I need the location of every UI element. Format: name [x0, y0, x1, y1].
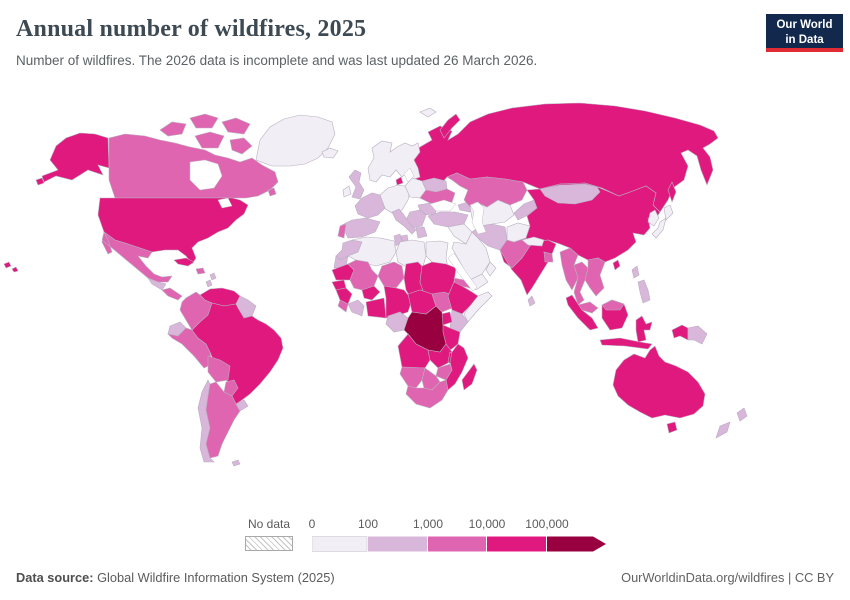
hudson-bay — [189, 159, 223, 191]
country-bangladesh[interactable] — [543, 251, 554, 263]
red-sea — [447, 252, 478, 292]
country-kazakhstan[interactable] — [446, 172, 528, 208]
country-arctic_islands_w[interactable] — [159, 113, 219, 137]
country-greenland[interactable] — [255, 114, 336, 167]
legend-tick-100,000: 100,000 — [525, 517, 569, 531]
baltic-sea — [403, 167, 415, 183]
country-thailand[interactable] — [573, 261, 589, 306]
country-indochina[interactable] — [584, 257, 606, 297]
country-taiwan[interactable] — [612, 259, 621, 271]
country-hawaii[interactable] — [3, 261, 19, 273]
country-sumatra[interactable] — [565, 294, 599, 331]
country-paraguay[interactable] — [223, 379, 239, 397]
country-japan[interactable] — [651, 204, 674, 239]
country-turkey[interactable] — [427, 211, 469, 228]
country-sierra_liberia[interactable] — [337, 299, 349, 313]
black-sea — [429, 199, 457, 212]
owid-logo-line2: in Data — [785, 33, 824, 46]
country-central_america_s[interactable] — [161, 287, 183, 301]
country-alaska[interactable] — [35, 132, 110, 186]
country-greece[interactable] — [415, 226, 428, 239]
legend-tick-1,000: 1,000 — [412, 517, 444, 531]
caspian-sea — [469, 201, 487, 235]
country-bolivia[interactable] — [207, 355, 231, 383]
legend-bucket-5[interactable] — [547, 536, 593, 552]
country-tasmania[interactable] — [666, 421, 678, 434]
country-australia[interactable] — [612, 345, 706, 419]
legend-bucket-4[interactable] — [487, 536, 546, 552]
country-arctic_islands_e[interactable] — [194, 117, 253, 155]
country-sulawesi[interactable] — [635, 315, 653, 343]
country-burkina[interactable] — [361, 285, 381, 301]
country-central_america_n[interactable] — [147, 277, 167, 291]
country-somalia[interactable] — [463, 291, 493, 323]
country-java[interactable] — [599, 337, 653, 350]
country-ivory_coast[interactable] — [347, 299, 365, 317]
country-kenya[interactable] — [449, 309, 469, 333]
legend-bucket-3[interactable] — [428, 536, 486, 552]
country-algeria[interactable] — [347, 236, 397, 267]
page-title: Annual number of wildfires, 2025 — [16, 16, 367, 42]
country-philippines[interactable] — [631, 265, 651, 304]
legend-tick-10,000: 10,000 — [468, 517, 506, 531]
country-falklands[interactable] — [231, 459, 241, 467]
legend-color-bar[interactable] — [312, 536, 622, 552]
country-ghana_togo_benin[interactable] — [365, 297, 387, 319]
chart-subtitle: Number of wildfires. The 2026 data is in… — [16, 53, 538, 68]
legend-bucket-2[interactable] — [368, 536, 427, 552]
water-overlays — [189, 159, 487, 292]
country-oman[interactable] — [485, 261, 497, 277]
country-novaya_zemlya[interactable] — [439, 113, 461, 139]
data-source-note: Data source: Global Wildfire Information… — [16, 570, 335, 585]
country-uruguay[interactable] — [235, 399, 249, 412]
country-svalbard[interactable] — [419, 107, 437, 118]
legend-no-data-swatch[interactable] — [245, 536, 293, 551]
country-west_papua[interactable] — [671, 324, 689, 341]
country-guinea[interactable] — [335, 287, 353, 305]
great-lakes — [217, 197, 233, 209]
country-ireland[interactable] — [342, 185, 352, 198]
owid-logo[interactable]: Our World in Data — [766, 14, 843, 52]
country-caribbean[interactable] — [205, 272, 217, 288]
country-south_africa[interactable] — [405, 379, 449, 409]
owid-logo-line1: Our World — [776, 19, 833, 31]
legend-tick-100: 100 — [357, 517, 379, 531]
world-choropleth-map — [0, 88, 850, 508]
country-spain[interactable] — [341, 217, 381, 239]
country-mongolia[interactable] — [539, 183, 601, 205]
country-new_zealand[interactable] — [715, 407, 748, 439]
country-uk[interactable] — [348, 169, 365, 200]
country-mali[interactable] — [347, 259, 379, 291]
country-sakhalin[interactable] — [667, 181, 677, 203]
owid-url-license[interactable]: OurWorldinData.org/wildfires | CC BY — [621, 570, 834, 585]
country-mexico[interactable] — [101, 231, 173, 283]
data-source-label: Data source: — [16, 570, 94, 585]
country-malaysia_borneo[interactable] — [601, 299, 625, 311]
country-portugal[interactable] — [337, 223, 347, 239]
country-cuba[interactable] — [173, 257, 195, 267]
country-korea[interactable] — [647, 209, 660, 227]
legend-tick-0: 0 — [308, 517, 316, 531]
legend-arrow-tip — [593, 536, 606, 552]
country-zimbabwe[interactable] — [435, 363, 453, 381]
country-denmark[interactable] — [395, 176, 404, 186]
country-iceland[interactable] — [321, 147, 339, 159]
country-nepal[interactable] — [521, 236, 545, 247]
legend-no-data-label: No data — [247, 517, 291, 531]
country-madagascar[interactable] — [461, 363, 478, 391]
country-namibia[interactable] — [399, 366, 426, 389]
country-france[interactable] — [354, 192, 386, 219]
data-source-text: Global Wildfire Information System (2025… — [93, 570, 335, 585]
country-argentina[interactable] — [205, 381, 241, 459]
country-egypt[interactable] — [425, 240, 449, 269]
country-hispaniola[interactable] — [195, 267, 206, 275]
country-italy[interactable] — [391, 208, 417, 242]
legend-bucket-1[interactable] — [312, 536, 368, 552]
country-png[interactable] — [687, 325, 708, 345]
map-svg — [3, 102, 748, 467]
country-sri_lanka[interactable] — [527, 295, 536, 307]
country-niger[interactable] — [377, 261, 405, 289]
